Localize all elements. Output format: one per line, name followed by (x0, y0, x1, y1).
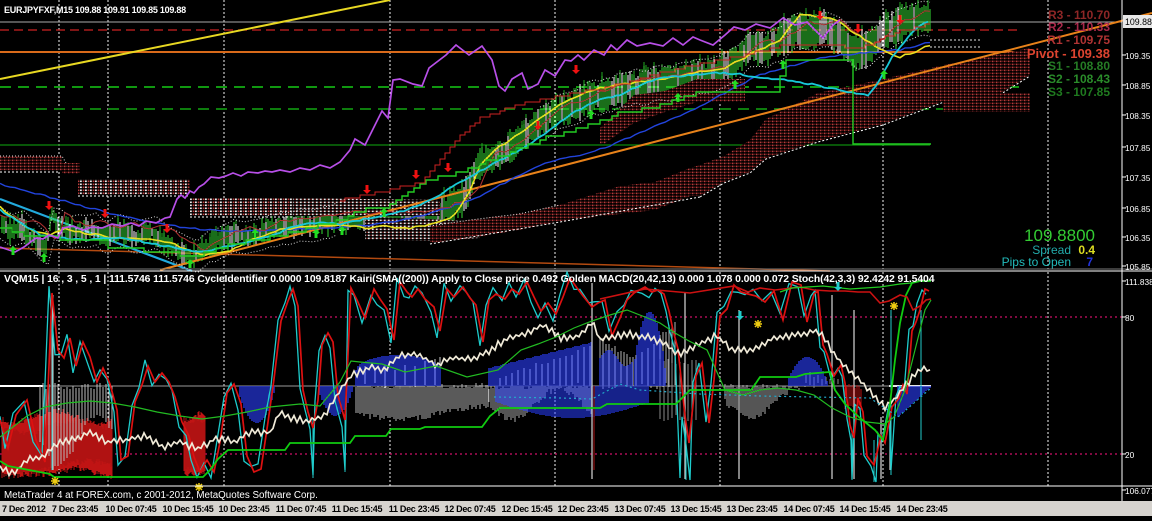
svg-text:108.35: 108.35 (1125, 111, 1151, 121)
svg-text:14 Dec 07:45: 14 Dec 07:45 (784, 504, 835, 514)
svg-text:R2 - 110.33: R2 - 110.33 (1048, 20, 1110, 34)
svg-text:12 Dec 15:45: 12 Dec 15:45 (502, 504, 553, 514)
svg-text:7: 7 (1086, 255, 1093, 269)
svg-text:108.85: 108.85 (1125, 81, 1151, 91)
svg-text:109.8800: 109.8800 (1024, 226, 1095, 245)
svg-text:109.88: 109.88 (1125, 17, 1152, 27)
svg-text:11 Dec 07:45: 11 Dec 07:45 (276, 504, 327, 514)
svg-text:12 Dec 07:45: 12 Dec 07:45 (445, 504, 496, 514)
svg-text:13 Dec 07:45: 13 Dec 07:45 (615, 504, 666, 514)
svg-text:11 Dec 23:45: 11 Dec 23:45 (389, 504, 440, 514)
svg-text:106.35: 106.35 (1125, 233, 1151, 243)
svg-text:106.077: 106.077 (1125, 486, 1152, 496)
svg-text:107.85: 107.85 (1125, 143, 1151, 153)
svg-text:Pips to Open: Pips to Open (1002, 255, 1071, 269)
svg-text:0.4: 0.4 (1078, 243, 1095, 257)
svg-text:20: 20 (1125, 450, 1135, 460)
svg-text:10 Dec 15:45: 10 Dec 15:45 (163, 504, 214, 514)
svg-text:11 Dec 15:45: 11 Dec 15:45 (332, 504, 383, 514)
svg-text:13 Dec 23:45: 13 Dec 23:45 (727, 504, 778, 514)
svg-text:111.838: 111.838 (1125, 277, 1152, 287)
svg-text:12 Dec 23:45: 12 Dec 23:45 (558, 504, 609, 514)
svg-text:7 Dec 2012: 7 Dec 2012 (2, 504, 46, 514)
svg-text:R3 - 110.70: R3 - 110.70 (1048, 8, 1110, 22)
svg-text:Spread: Spread (1032, 243, 1071, 257)
svg-text:14 Dec 23:45: 14 Dec 23:45 (897, 504, 948, 514)
svg-text:107.35: 107.35 (1125, 173, 1151, 183)
svg-text:S3 - 107.85: S3 - 107.85 (1048, 85, 1110, 99)
svg-text:14 Dec 15:45: 14 Dec 15:45 (840, 504, 891, 514)
svg-text:VQM15 | 16 , 3 , 5 , 1 | 11: VQM15 | 16 , 3 , 5 , 1 | 111.5746 111.57… (4, 274, 935, 285)
svg-text:10 Dec 23:45: 10 Dec 23:45 (219, 504, 270, 514)
svg-text:R1 - 109.75: R1 - 109.75 (1047, 33, 1110, 47)
svg-text:S2 - 108.43: S2 - 108.43 (1048, 72, 1110, 86)
svg-text:106.85: 106.85 (1125, 204, 1151, 214)
svg-text:7 Dec 23:45: 7 Dec 23:45 (52, 504, 99, 514)
svg-text:13 Dec 15:45: 13 Dec 15:45 (671, 504, 722, 514)
svg-text:S1 - 108.80: S1 - 108.80 (1048, 59, 1110, 73)
svg-text:EURJPYFXF,M15 109.88 109.91 1: EURJPYFXF,M15 109.88 109.91 109.85 109.8… (4, 5, 186, 15)
svg-text:109.35: 109.35 (1125, 51, 1151, 61)
svg-text:10 Dec 07:45: 10 Dec 07:45 (106, 504, 157, 514)
svg-text:105.85: 105.85 (1125, 262, 1151, 272)
svg-text:Pivot - 109.38: Pivot - 109.38 (1027, 46, 1110, 61)
svg-text:MetaTrader 4 at FOREX.com, c 2: MetaTrader 4 at FOREX.com, c 2001-2012, … (4, 490, 318, 501)
svg-text:80: 80 (1125, 313, 1135, 323)
